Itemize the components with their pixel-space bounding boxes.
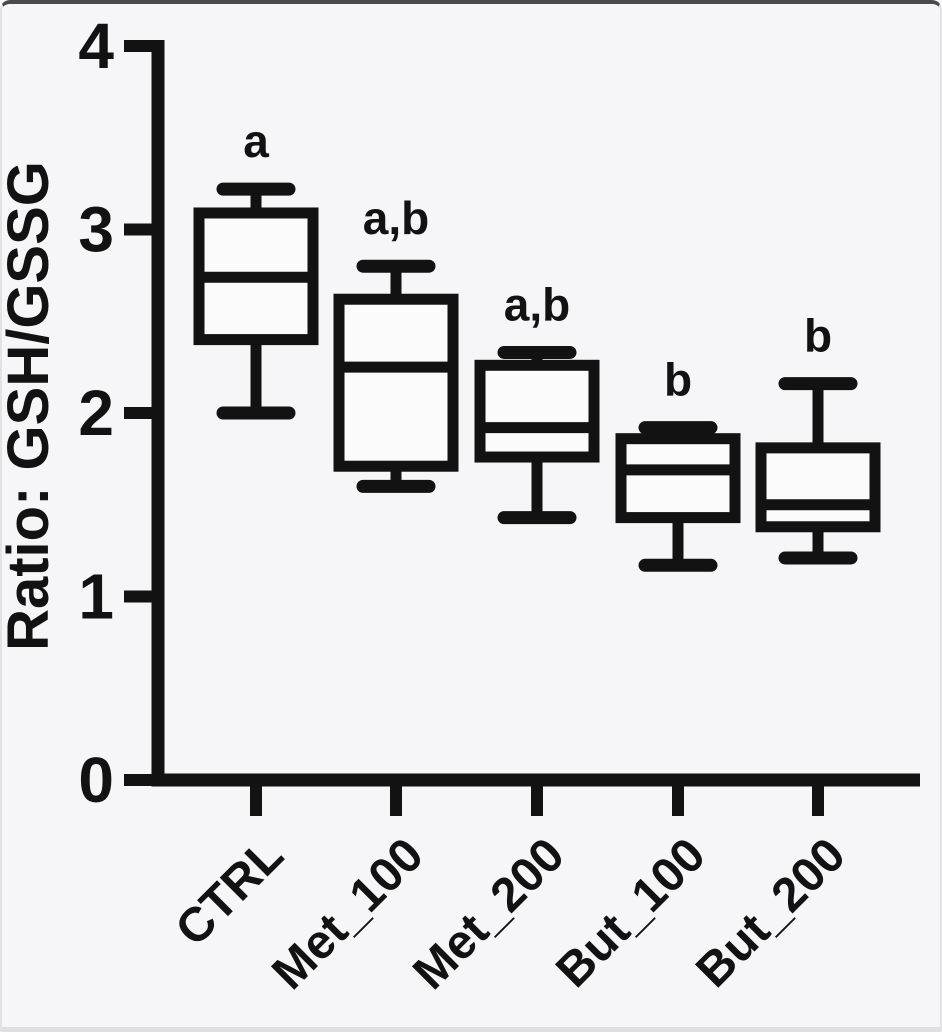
box-But_100 <box>615 433 741 524</box>
x-tick-label-CTRL: CTRL <box>166 828 294 956</box>
x-tick-label-Met_100: Met_100 <box>262 828 433 999</box>
y-tick-label-2: 2 <box>78 377 114 449</box>
significance-label-CTRL: a <box>243 115 269 167</box>
significance-label-Met_200: a,b <box>504 278 570 330</box>
y-tick-label-3: 3 <box>78 194 114 266</box>
y-tick-label-0: 0 <box>78 744 114 816</box>
boxplot-figure: 0 1 2 3 4 Ratio: GSH/GSSG CTRL a Met_100 a,b Met_2… <box>2 4 940 1027</box>
y-tick-label-4: 4 <box>78 10 114 82</box>
box-Met_200 <box>474 359 600 463</box>
boxplot-canvas: 0 1 2 3 4 Ratio: GSH/GSSG CTRL a Met_100 a,b Met_2… <box>2 10 920 1000</box>
y-axis-title: Ratio: GSH/GSSG <box>2 161 61 651</box>
x-tick-label-Met_200: Met_200 <box>403 828 574 999</box>
significance-label-But_100: b <box>664 354 692 406</box>
significance-label-Met_100: a,b <box>363 192 429 244</box>
y-tick-label-1: 1 <box>78 561 114 633</box>
box-But_200 <box>755 442 881 533</box>
significance-label-But_200: b <box>804 310 832 362</box>
x-tick-label-But_200: But_200 <box>686 828 856 998</box>
box-Met_100 <box>333 293 459 472</box>
x-tick-label-But_100: But_100 <box>546 828 716 998</box>
